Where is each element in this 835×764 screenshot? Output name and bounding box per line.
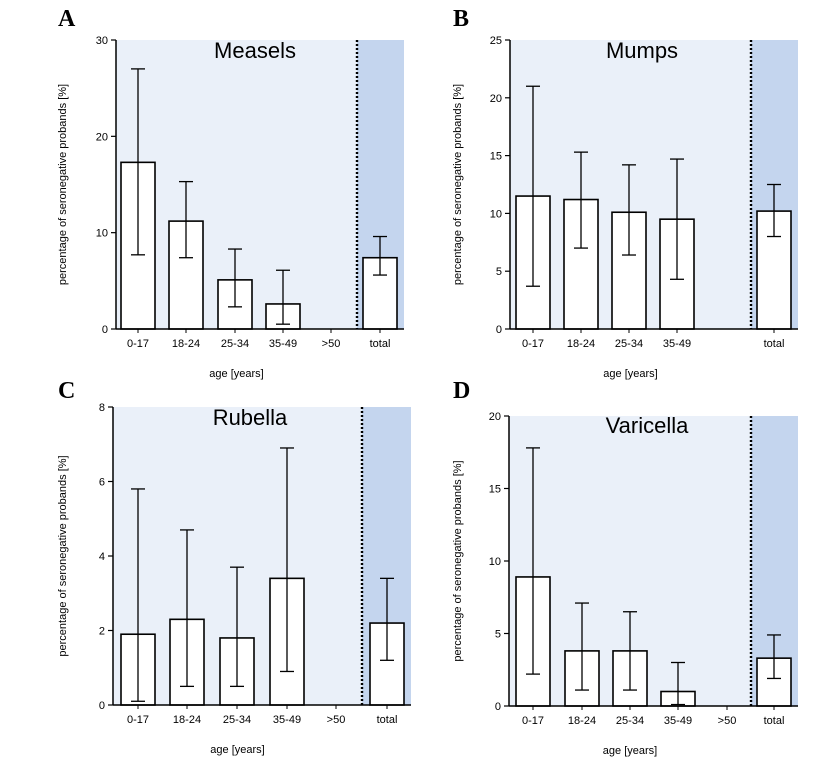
x-tick-label: total (370, 338, 391, 350)
chart-title: Rubella (213, 405, 288, 430)
y-tick-label: 2 (99, 626, 105, 638)
panel-letter: A (58, 6, 76, 32)
x-tick-label: 18-24 (173, 714, 201, 726)
y-tick-label: 5 (495, 629, 501, 641)
y-axis-label: percentage of seronegative probands [%] (452, 84, 464, 285)
x-axis-label: age [years] (603, 368, 657, 380)
chart-title: Mumps (606, 38, 678, 63)
x-tick-label: >50 (327, 714, 346, 726)
y-tick-label: 20 (489, 411, 501, 423)
x-axis-label: age [years] (210, 744, 264, 756)
y-tick-label: 15 (490, 151, 502, 163)
y-axis-label: percentage of seronegative probands [%] (57, 455, 69, 656)
y-tick-label: 10 (96, 228, 108, 240)
chart-title: Varicella (606, 413, 690, 438)
y-tick-label: 20 (96, 131, 108, 143)
y-axis-label: percentage of seronegative probands [%] (57, 84, 69, 285)
panel-letter: D (453, 378, 470, 404)
x-tick-label: 18-24 (172, 338, 200, 350)
y-axis-label: percentage of seronegative probands [%] (452, 460, 464, 661)
x-tick-label: 18-24 (568, 715, 596, 727)
chart-panel-c: C Rubella 0-17 18-24 25-34 35-49 >50 total 0 2 4 6 8… (57, 378, 411, 756)
x-axis-label: age [years] (209, 368, 263, 380)
x-tick-label: >50 (322, 338, 341, 350)
chart-panel-b: B Mumps 0-17 18-24 25-34 35-49 total 0 5 10 15 20 25… (452, 6, 798, 380)
x-tick-label: 0-17 (127, 338, 149, 350)
x-tick-label: 25-34 (221, 338, 249, 350)
y-tick-label: 30 (96, 35, 108, 47)
x-tick-label: >50 (718, 715, 737, 727)
x-tick-label: 35-49 (273, 714, 301, 726)
x-tick-label: 35-49 (269, 338, 297, 350)
y-tick-label: 25 (490, 35, 502, 47)
chart-panel-a: A Measels 0-17 18-24 25-34 35-49 >50 total 0 10 20… (57, 6, 404, 380)
y-tick-label: 10 (490, 208, 502, 220)
panel-letter: C (58, 378, 75, 404)
y-tick-label: 10 (489, 556, 501, 568)
chart-title: Measels (214, 38, 296, 63)
x-tick-label: 0-17 (522, 338, 544, 350)
x-tick-label: total (764, 715, 785, 727)
y-tick-label: 4 (99, 551, 105, 563)
y-tick-label: 20 (490, 93, 502, 105)
x-tick-label: total (377, 714, 398, 726)
y-tick-label: 5 (496, 266, 502, 278)
y-tick-label: 0 (102, 324, 108, 336)
y-tick-label: 0 (99, 700, 105, 712)
x-axis-label: age [years] (603, 745, 657, 757)
x-tick-label: total (764, 338, 785, 350)
x-tick-label: 0-17 (127, 714, 149, 726)
x-tick-label: 25-34 (223, 714, 251, 726)
y-tick-label: 0 (496, 324, 502, 336)
x-tick-label: 0-17 (522, 715, 544, 727)
x-tick-label: 35-49 (663, 338, 691, 350)
x-tick-label: 25-34 (615, 338, 643, 350)
panel-letter: B (453, 6, 469, 32)
y-tick-label: 6 (99, 477, 105, 489)
y-tick-label: 8 (99, 402, 105, 414)
y-tick-label: 0 (495, 701, 501, 713)
x-tick-label: 25-34 (616, 715, 644, 727)
chart-panel-d: D Varicella 0-17 18-24 25-34 35-49 >50 total 0 5 1… (452, 378, 798, 757)
y-tick-label: 15 (489, 484, 501, 496)
x-tick-label: 18-24 (567, 338, 595, 350)
x-tick-label: 35-49 (664, 715, 692, 727)
